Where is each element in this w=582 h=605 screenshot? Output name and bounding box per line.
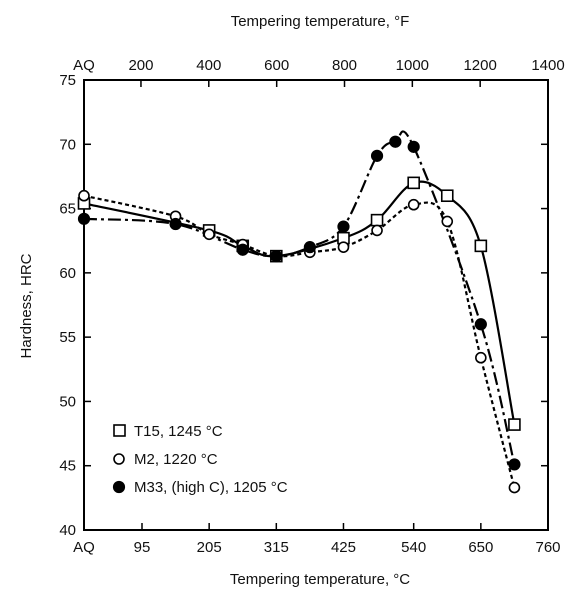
x2-axis-title: Tempering temperature, °F bbox=[231, 13, 410, 30]
x2-tick-label-400: 400 bbox=[196, 57, 221, 74]
y-axis-title: Hardness, HRC bbox=[18, 253, 35, 358]
y-tick-label-55: 55 bbox=[59, 329, 76, 346]
axis-ticks: AQ 95 205 315 425 540 650 760 AQ 200 400 600 800 1000… bbox=[59, 57, 564, 556]
marker-m33-6 bbox=[370, 149, 384, 162]
marker-m33-2 bbox=[236, 243, 249, 256]
y-tick-label-70: 70 bbox=[59, 136, 76, 153]
x-tick-label-760: 760 bbox=[535, 539, 560, 556]
marker-m33-8 bbox=[407, 140, 420, 153]
marker-m33-7 bbox=[389, 135, 402, 148]
marker-m2-2 bbox=[203, 228, 215, 241]
marker-t15-8 bbox=[474, 239, 488, 253]
x-axis-title: Tempering temperature, °C bbox=[230, 571, 410, 588]
legend-label-m2: M2, 1220 °C bbox=[134, 451, 218, 468]
legend-background bbox=[110, 416, 362, 510]
x-tick-label-540: 540 bbox=[401, 539, 426, 556]
x2-tick-label-aq: AQ bbox=[73, 57, 95, 74]
marker-m33-1 bbox=[169, 217, 182, 231]
x2-tick-label-200: 200 bbox=[128, 57, 153, 74]
marker-m33-5 bbox=[337, 220, 350, 233]
marker-m2-6 bbox=[337, 241, 350, 253]
marker-m2-9 bbox=[441, 215, 454, 228]
series-markers bbox=[77, 135, 521, 494]
x-tick-label-315: 315 bbox=[264, 539, 289, 556]
marker-m2-10 bbox=[475, 351, 487, 364]
x2-tick-label-1400: 1400 bbox=[531, 57, 564, 74]
marker-t15-9 bbox=[508, 418, 521, 431]
x2-tick-label-1200: 1200 bbox=[463, 57, 496, 74]
marker-m2-0 bbox=[78, 189, 90, 202]
legend-label-m33: M33, (high C), 1205 °C bbox=[134, 479, 288, 496]
y-tick-label-65: 65 bbox=[59, 201, 76, 218]
x2-tick-label-1000: 1000 bbox=[396, 57, 429, 74]
marker-t15-5 bbox=[370, 213, 384, 227]
y-tick-label-75: 75 bbox=[59, 72, 76, 89]
y-tick-label-50: 50 bbox=[59, 393, 76, 410]
legend-label-t15: T15, 1245 °C bbox=[134, 423, 223, 440]
x-tick-label-425: 425 bbox=[331, 539, 356, 556]
y-tick-label-45: 45 bbox=[59, 458, 76, 475]
legend-marker-m2 bbox=[113, 453, 125, 465]
plot-frame bbox=[83, 79, 549, 531]
marker-m33-0 bbox=[77, 212, 91, 225]
x2-tick-label-600: 600 bbox=[264, 57, 289, 74]
marker-m2-7 bbox=[371, 224, 383, 237]
legend-marker-t15 bbox=[113, 424, 126, 437]
marker-m33-10 bbox=[508, 458, 521, 471]
marker-m33-9 bbox=[474, 318, 487, 331]
x-tick-label-205: 205 bbox=[197, 539, 222, 556]
x-tick-label-aq: AQ bbox=[73, 539, 95, 556]
marker-m33-3 bbox=[270, 250, 283, 263]
marker-m33-4 bbox=[303, 241, 316, 254]
marker-m2-11 bbox=[508, 481, 521, 494]
legend-marker-m33 bbox=[112, 480, 126, 494]
series-line-m33 bbox=[83, 130, 516, 465]
marker-t15-6 bbox=[407, 176, 420, 190]
x-tick-label-650: 650 bbox=[468, 539, 493, 556]
marker-m2-8 bbox=[407, 198, 420, 211]
y-tick-label-60: 60 bbox=[59, 265, 76, 282]
x2-tick-label-800: 800 bbox=[332, 57, 357, 74]
y-tick-label-40: 40 bbox=[59, 522, 76, 539]
x-tick-label-95: 95 bbox=[134, 539, 151, 556]
legend: T15, 1245 °C M2, 1220 °C M33, (high C), … bbox=[112, 423, 288, 496]
marker-t15-7 bbox=[440, 189, 454, 203]
